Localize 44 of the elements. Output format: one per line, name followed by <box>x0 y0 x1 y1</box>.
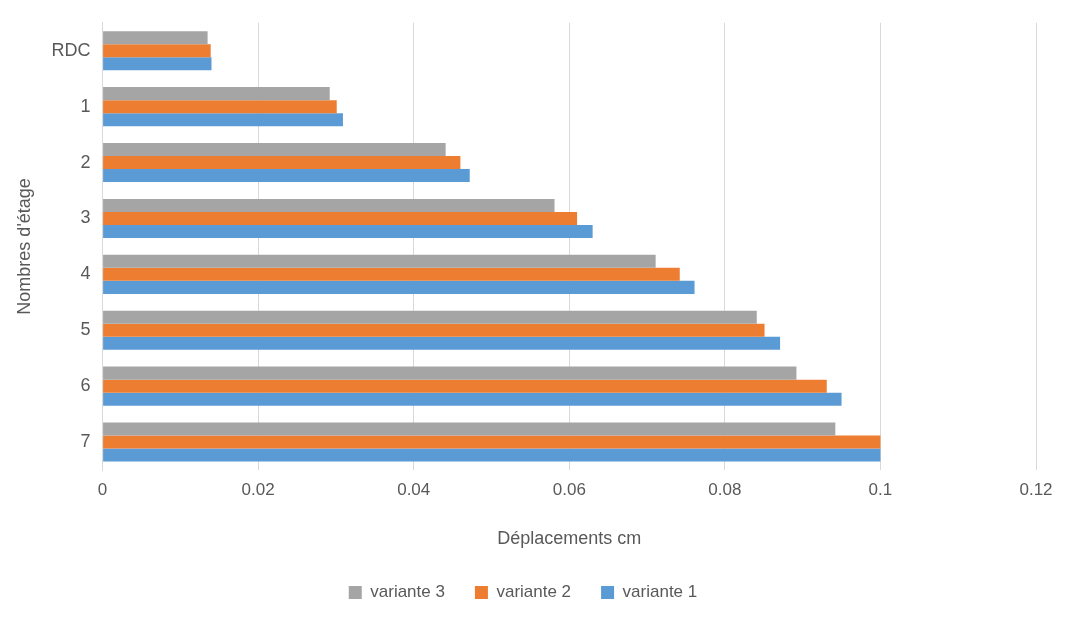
y-tick-label: 2 <box>80 151 91 172</box>
bar <box>103 224 593 239</box>
x-tick-label: 0.08 <box>708 479 742 499</box>
y-tick-label: RDC <box>51 39 91 60</box>
bar <box>103 57 212 71</box>
bar <box>103 142 446 157</box>
y-tick-label: 1 <box>80 95 91 116</box>
bar <box>103 448 881 462</box>
y-tick-label: 4 <box>80 263 91 284</box>
y-tick-label: 3 <box>80 207 91 228</box>
x-tick-label: 0.04 <box>397 479 431 499</box>
bar <box>103 87 330 101</box>
x-tick-label: 0 <box>97 479 108 499</box>
bar <box>103 435 881 449</box>
bar <box>103 44 211 58</box>
bar <box>103 366 797 380</box>
x-axis-title: Déplacements cm <box>497 528 642 549</box>
legend-label: variante 3 <box>370 582 445 602</box>
bar <box>103 280 695 294</box>
bar <box>103 267 680 281</box>
bar <box>103 100 337 114</box>
bar <box>103 392 842 406</box>
bar <box>103 198 555 212</box>
bar <box>103 422 836 436</box>
x-tick-label: 0.1 <box>868 479 893 499</box>
bar <box>103 211 578 225</box>
bar <box>103 310 757 324</box>
bar <box>103 31 208 45</box>
bar <box>103 254 656 268</box>
legend-label: variante 1 <box>622 582 698 602</box>
x-tick-label: 0.02 <box>241 479 275 499</box>
bar <box>103 156 461 170</box>
x-tick-label: 0.06 <box>552 479 586 499</box>
y-axis-title: Nombres d'étage <box>13 178 34 315</box>
bar <box>103 336 781 350</box>
legend-label: variante 2 <box>496 582 572 602</box>
bar <box>103 379 827 393</box>
y-tick-label: 7 <box>80 431 91 452</box>
y-tick-label: 6 <box>80 375 91 396</box>
bar <box>103 323 765 337</box>
y-tick-label: 5 <box>80 319 91 340</box>
x-tick-label: 0.12 <box>1019 479 1053 499</box>
bar <box>103 113 343 127</box>
bar <box>103 169 470 183</box>
